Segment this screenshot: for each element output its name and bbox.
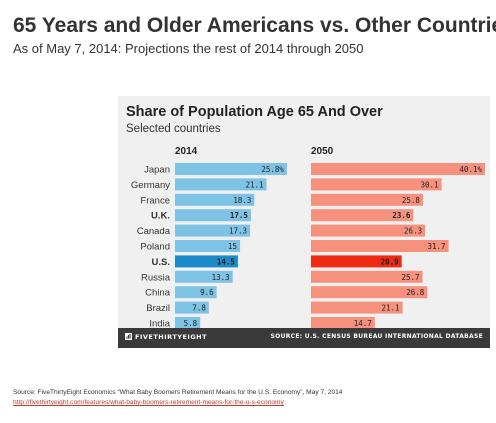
category-label-japan: Japan	[144, 165, 170, 176]
value-label-2050-china: 26.8	[406, 288, 425, 297]
value-label-2014-brazil: 7.8	[192, 304, 206, 313]
slide-title: 65 Years and Older Americans vs. Other C…	[13, 14, 496, 37]
footer-source: SOURCE: U.S. CENSUS BUREAU INTERNATIONAL…	[270, 333, 483, 340]
value-label-2050-france: 25.8	[402, 196, 421, 205]
slide-subtitle: As of May 7, 2014: Projections the rest …	[13, 41, 364, 56]
bar-2014-u-s	[175, 255, 238, 268]
value-label-2014-germany: 21.1	[245, 180, 263, 189]
bar-2050-poland	[311, 240, 449, 252]
bar-2050-brazil	[311, 301, 403, 314]
category-label-u-k: U.K.	[151, 211, 170, 222]
category-label-brazil: Brazil	[146, 303, 170, 314]
value-label-2014-france: 18.3	[233, 196, 251, 205]
category-label-u-s: U.S.	[152, 257, 170, 268]
value-label-2014-japan: 25.8%	[261, 165, 284, 174]
category-label-france: France	[140, 195, 170, 206]
bar-2014-canada	[175, 224, 251, 237]
series-header-2014: 2014	[175, 146, 198, 157]
chart-card: 2014 2050 Japan 25.8% 40.1% Germany 21.1 30.1 Fr…	[118, 96, 490, 348]
value-label-2050-india: 14.7	[354, 319, 372, 328]
value-label-2050-russia: 25.7	[401, 273, 419, 282]
value-label-2014-poland: 15	[228, 242, 237, 251]
value-label-2014-canada: 17.3	[229, 227, 247, 236]
bar-2050-u-k	[311, 209, 414, 222]
bar-chart: 2014 2050 Japan 25.8% 40.1% Germany 21.1 30.1 Fr…	[131, 146, 485, 329]
bar-2014-poland	[175, 240, 241, 252]
value-label-2014-u-s: 14.5	[217, 257, 235, 266]
value-label-2050-u-k: 23.6	[392, 211, 411, 220]
category-label-russia: Russia	[141, 272, 171, 283]
value-label-2050-germany: 30.1	[421, 180, 439, 189]
bar-2014-china	[175, 286, 217, 299]
bar-2014-brazil	[175, 301, 209, 314]
bar-2050-russia	[311, 270, 423, 283]
bar-2014-u-k	[175, 209, 251, 222]
bar-2050-germany	[311, 178, 442, 191]
category-label-poland: Poland	[140, 242, 170, 253]
bar-2014-france	[175, 193, 255, 206]
footer-brand: FIVETHIRTYEIGHT	[125, 333, 207, 341]
bar-2014-russia	[175, 270, 233, 283]
bar-2050-china	[311, 286, 428, 299]
bar-2014-india	[175, 317, 201, 328]
bar-2050-canada	[311, 224, 426, 237]
bar-2050-japan	[311, 163, 485, 175]
chart-footer: FIVETHIRTYEIGHT SOURCE: U.S. CENSUS BURE…	[118, 328, 490, 348]
category-label-india: India	[149, 319, 170, 329]
footer-brand-label: FIVETHIRTYEIGHT	[135, 333, 208, 341]
category-label-china: China	[145, 288, 171, 299]
category-label-germany: Germany	[131, 180, 170, 191]
source-link[interactable]: http://fivethirtyeight.com/features/what…	[13, 399, 284, 406]
value-label-2014-china: 9.6	[200, 288, 214, 297]
chart-title: Share of Population Age 65 And Over	[126, 104, 383, 120]
value-label-2014-russia: 13.3	[212, 273, 230, 282]
value-label-2050-poland: 31.7	[427, 242, 445, 251]
value-label-2050-u-s: 20.9	[381, 257, 400, 266]
bar-2050-france	[311, 193, 423, 206]
category-label-canada: Canada	[137, 226, 171, 237]
bar-2050-india	[311, 317, 375, 328]
value-label-2014-india: 5.8	[184, 319, 198, 328]
chart-subtitle: Selected countries	[126, 123, 221, 135]
value-label-2050-japan: 40.1%	[459, 165, 482, 174]
value-label-2014-u-k: 17.5	[230, 211, 248, 220]
bar-2014-germany	[175, 178, 267, 191]
value-label-2050-brazil: 21.1	[381, 304, 399, 313]
value-label-2050-canada: 26.3	[404, 227, 422, 236]
series-header-2050: 2050	[311, 146, 334, 157]
bar-2050-u-s	[311, 255, 402, 268]
fivethirtyeight-logo-icon	[125, 333, 132, 340]
bar-2014-japan	[175, 163, 287, 175]
source-note: Source: FiveThirtyEight Economics “What …	[13, 389, 343, 396]
